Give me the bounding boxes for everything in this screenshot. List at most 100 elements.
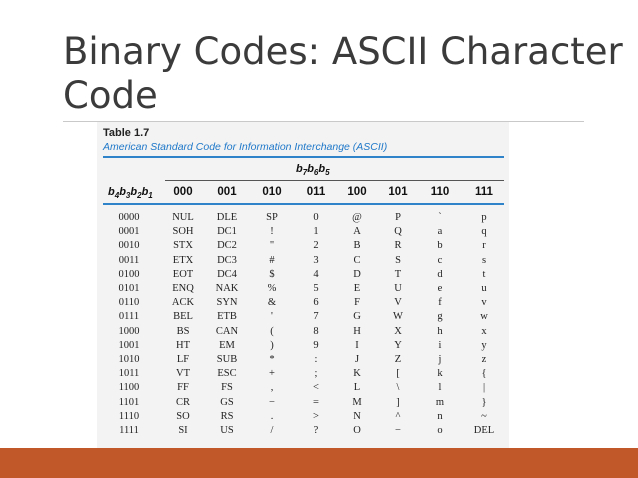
- table-cell: RS: [220, 410, 234, 422]
- column-header: 101: [388, 186, 408, 198]
- row-code: 1110: [118, 410, 140, 422]
- table-cell: NUL: [172, 212, 194, 223]
- table-cell: |: [482, 382, 486, 394]
- table-cell: GS: [220, 396, 234, 408]
- table-cell: ?: [313, 425, 319, 436]
- table-cell: ': [271, 311, 273, 323]
- table-cell: 9: [313, 339, 319, 351]
- table-cell: −: [395, 425, 401, 436]
- table-cell: =: [313, 396, 319, 408]
- table-cell: US: [220, 425, 234, 436]
- table-cell: 3: [313, 254, 319, 266]
- table-cell: v: [481, 297, 487, 309]
- table-cell: f: [438, 297, 442, 309]
- table-cell: w: [480, 311, 488, 323]
- table-cell: G: [353, 311, 361, 323]
- table-cell: ]: [396, 396, 400, 408]
- table-cell: EM: [219, 339, 235, 351]
- table-cell: I: [355, 339, 359, 351]
- table-cell: DC1: [217, 226, 237, 238]
- title-divider: [63, 121, 584, 122]
- table-cell: SOH: [172, 226, 194, 238]
- table-cell: /: [270, 425, 274, 436]
- table-cell: ACK: [171, 297, 195, 309]
- table-cell: 8: [313, 325, 319, 337]
- table-cell: *: [269, 354, 275, 365]
- table-cell: ETB: [217, 311, 237, 323]
- column-header: 000: [173, 186, 193, 198]
- table-cell: 6: [313, 297, 319, 309]
- row-code: 0101: [118, 283, 140, 294]
- table-cell: $: [269, 268, 275, 280]
- table-cell: K: [353, 368, 361, 380]
- table-cell: HT: [176, 339, 190, 351]
- table-cell: N: [353, 410, 361, 422]
- table-cell: 7: [313, 311, 319, 323]
- table-cell: ,: [270, 382, 274, 394]
- table-cell: .: [270, 410, 274, 422]
- table-cell: }: [481, 396, 487, 408]
- table-cell: :: [314, 354, 318, 365]
- table-cell: b: [437, 240, 443, 252]
- table-cell: D: [353, 268, 361, 280]
- table-cell: 1: [313, 226, 319, 238]
- row-code: 0001: [118, 226, 140, 238]
- table-cell: SP: [266, 212, 278, 223]
- header-bottom-rule: [103, 203, 504, 205]
- table-cell: #: [269, 254, 275, 266]
- table-cell: DEL: [473, 425, 495, 436]
- table-cell: E: [353, 283, 361, 294]
- table-cell: STX: [173, 240, 193, 252]
- table-cell: `: [438, 212, 442, 223]
- table-cell: {: [481, 368, 487, 380]
- table-cell: +: [269, 368, 275, 380]
- table-cell: t: [482, 268, 486, 280]
- table-cell: SYN: [216, 297, 238, 309]
- row-code: 1100: [118, 382, 140, 394]
- table-cell: F: [354, 297, 360, 309]
- table-cell: LF: [176, 354, 190, 365]
- table-subcaption: American Standard Code for Information I…: [103, 141, 388, 153]
- column-header: 001: [217, 186, 237, 198]
- table-cell: J: [354, 354, 360, 365]
- table-cell: y: [481, 339, 487, 351]
- footer-band: [0, 448, 638, 478]
- table-cell: 2: [313, 240, 319, 252]
- table-cell: e: [437, 283, 443, 294]
- ascii-table-panel: [97, 122, 509, 448]
- table-cell: FS: [221, 382, 233, 394]
- table-cell: s: [481, 254, 487, 266]
- row-code: 0011: [118, 254, 140, 266]
- table-cell: d: [437, 268, 443, 280]
- table-cell: [: [396, 368, 400, 380]
- row-code: 1101: [118, 396, 140, 408]
- table-cell: r: [482, 240, 486, 252]
- table-cell: −: [269, 396, 275, 408]
- table-cell: x: [481, 325, 487, 337]
- table-cell: C: [353, 254, 361, 266]
- table-cell: DC3: [217, 254, 237, 266]
- table-cell: O: [353, 425, 361, 436]
- row-code: 0110: [118, 297, 140, 309]
- table-cell: ^: [395, 410, 401, 422]
- row-code: 1111: [119, 425, 139, 436]
- table-cell: g: [437, 311, 443, 323]
- row-code: 1001: [118, 339, 140, 351]
- table-cell: R: [394, 240, 402, 252]
- group-header-rule: [165, 180, 504, 181]
- table-cell: U: [394, 283, 402, 294]
- slide-title-line-1: Binary Codes: ASCII Character: [63, 30, 623, 73]
- table-caption: Table 1.7: [103, 127, 150, 139]
- table-cell: NAK: [215, 283, 239, 294]
- table-cell: M: [352, 396, 362, 408]
- table-cell: H: [353, 325, 361, 337]
- table-cell: L: [353, 382, 361, 394]
- column-header: 011: [306, 186, 326, 198]
- table-cell: <: [313, 382, 319, 394]
- table-cell: >: [313, 410, 319, 422]
- row-code: 1011: [118, 368, 140, 380]
- table-cell: h: [437, 325, 443, 337]
- table-cell: ESC: [217, 368, 237, 380]
- table-top-rule: [103, 156, 504, 158]
- table-cell: BEL: [173, 311, 193, 323]
